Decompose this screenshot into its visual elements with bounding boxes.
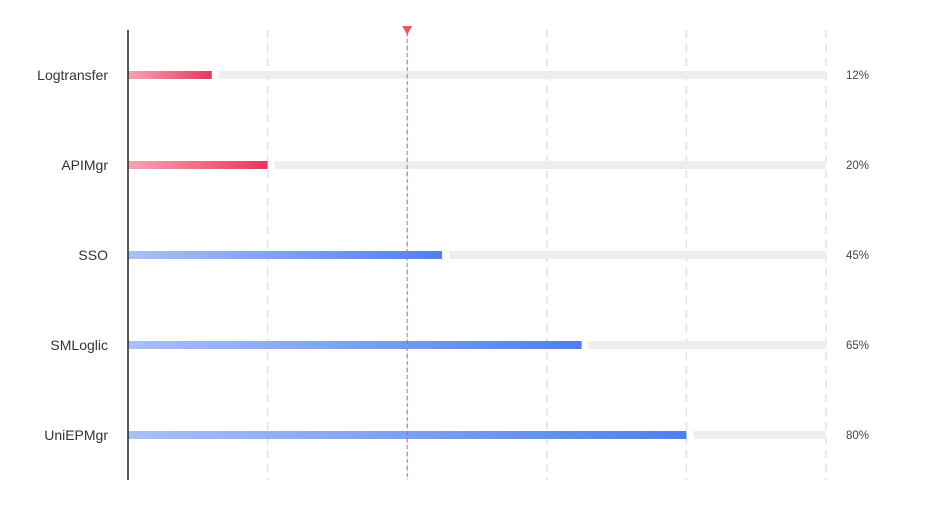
track-layer xyxy=(218,71,827,439)
value-label: 20% xyxy=(846,160,869,172)
bar xyxy=(128,341,582,349)
value-label: 12% xyxy=(846,70,869,82)
category-label: SSO xyxy=(78,247,108,263)
label-layer: Logtransfer 12% APIMgr 20% SSO 45% SMLoglic 65%… xyxy=(37,67,869,443)
bar-track xyxy=(693,431,826,439)
bar-track xyxy=(218,71,826,79)
value-label: 45% xyxy=(846,250,869,262)
bar xyxy=(128,71,212,79)
category-label: Logtransfer xyxy=(37,67,108,83)
threshold-layer xyxy=(402,26,413,480)
value-label: 65% xyxy=(846,340,869,352)
bar-track xyxy=(449,251,826,259)
category-label: SMLoglic xyxy=(50,337,108,353)
bar xyxy=(128,251,443,259)
category-label: UniEPMgr xyxy=(44,427,108,443)
bar-track xyxy=(588,341,826,349)
value-label: 80% xyxy=(846,430,869,442)
threshold-marker xyxy=(402,26,413,35)
bar-track xyxy=(274,161,827,169)
bar xyxy=(128,161,268,169)
category-label: APIMgr xyxy=(61,157,108,173)
